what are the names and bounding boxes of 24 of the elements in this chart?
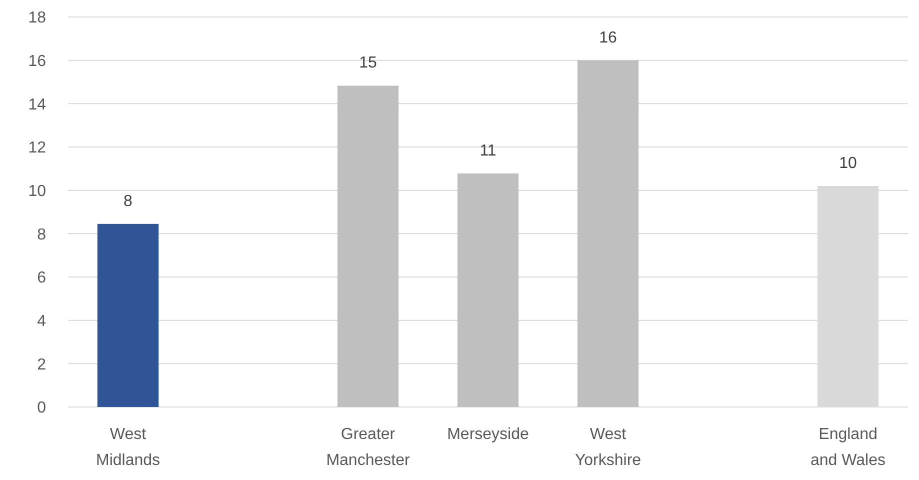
x-tick-label: West Midlands bbox=[96, 426, 160, 469]
data-label: 8 bbox=[124, 192, 133, 210]
y-tick-label: 2 bbox=[37, 356, 46, 374]
y-tick-label: 10 bbox=[28, 182, 46, 200]
bar bbox=[577, 60, 639, 407]
bar bbox=[457, 173, 519, 407]
bar bbox=[337, 86, 399, 407]
y-tick-label: 16 bbox=[28, 52, 46, 70]
y-tick-label: 18 bbox=[28, 10, 46, 27]
data-label: 10 bbox=[839, 155, 857, 172]
y-tick-label: 6 bbox=[37, 270, 46, 287]
y-tick-label: 8 bbox=[37, 226, 46, 244]
y-tick-label: 0 bbox=[37, 400, 46, 417]
x-tick-label: Merseyside bbox=[447, 426, 529, 443]
y-tick-label: 12 bbox=[28, 140, 46, 157]
x-tick-label: Greater Manchester bbox=[326, 426, 410, 469]
y-tick-label: 14 bbox=[28, 96, 46, 114]
x-tick-label: England and Wales bbox=[810, 426, 886, 469]
data-label: 11 bbox=[480, 142, 496, 160]
bar bbox=[97, 224, 159, 407]
x-tick-label: West Yorkshire bbox=[574, 426, 642, 469]
data-label: 15 bbox=[359, 54, 377, 72]
y-tick-label: 4 bbox=[37, 312, 46, 330]
data-label: 16 bbox=[599, 29, 617, 46]
